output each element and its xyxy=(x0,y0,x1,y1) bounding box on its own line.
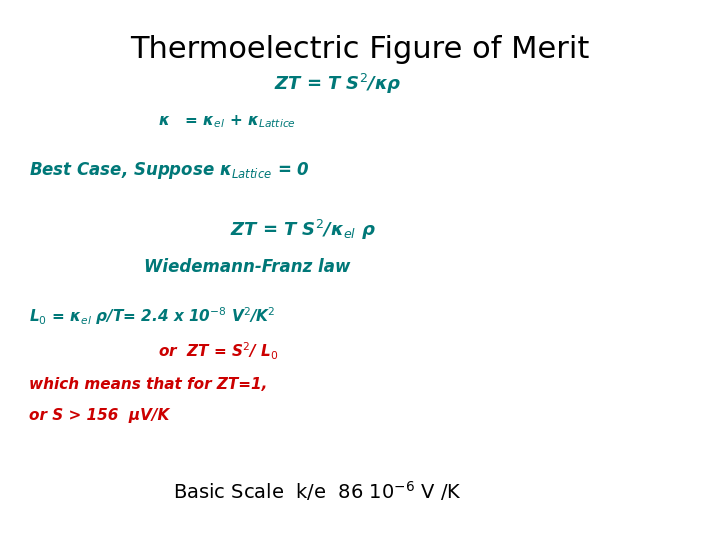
Text: L$_0$ = κ$_{el}$ ρ/T= 2.4 x 10$^{-8}$ V$^2$/K$^2$: L$_0$ = κ$_{el}$ ρ/T= 2.4 x 10$^{-8}$ V$… xyxy=(29,305,275,327)
Text: Thermoelectric Figure of Merit: Thermoelectric Figure of Merit xyxy=(130,35,590,64)
Text: or  ZT = S$^{2}$/ L$_0$: or ZT = S$^{2}$/ L$_0$ xyxy=(158,340,279,362)
Text: ZT = T S$^2$/κρ: ZT = T S$^2$/κρ xyxy=(274,72,401,96)
Text: Wiedemann-Franz law: Wiedemann-Franz law xyxy=(144,258,351,276)
Text: ZT = T S$^2$/κ$_{el}$ ρ: ZT = T S$^2$/κ$_{el}$ ρ xyxy=(230,218,376,241)
Text: Best Case, Suppose κ$_{Lattice}$ = 0: Best Case, Suppose κ$_{Lattice}$ = 0 xyxy=(29,160,310,180)
Text: κ   = κ$_{el}$ + κ$_{Lattice}$: κ = κ$_{el}$ + κ$_{Lattice}$ xyxy=(158,113,297,130)
Text: Basic Scale  k/e  86 10$^{-6}$ V /K: Basic Scale k/e 86 10$^{-6}$ V /K xyxy=(173,480,462,503)
Text: or S > 156  μV/K: or S > 156 μV/K xyxy=(29,408,169,423)
Text: which means that for ZT=1,: which means that for ZT=1, xyxy=(29,377,267,392)
